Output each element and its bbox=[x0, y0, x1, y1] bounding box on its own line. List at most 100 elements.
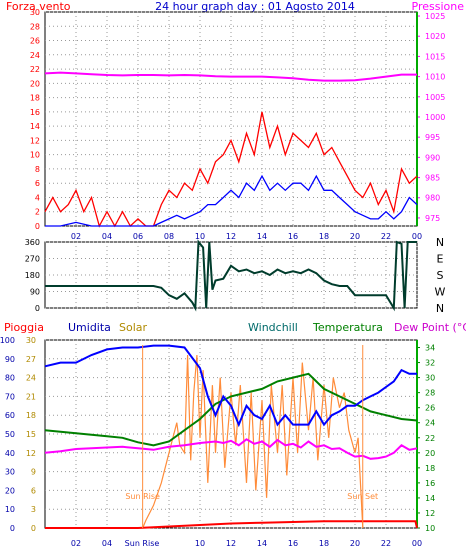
solar-tick: 27 bbox=[26, 355, 36, 364]
chart1-right-tick: 975 bbox=[425, 214, 440, 223]
temp-tick: 20 bbox=[425, 449, 435, 458]
chart1-left-tick: 12 bbox=[30, 136, 40, 145]
solar-tick: 21 bbox=[26, 392, 36, 401]
chart1-right-tick: 985 bbox=[425, 174, 440, 183]
humidity-tick: 40 bbox=[5, 449, 15, 458]
chart2-compass-tick: S bbox=[437, 269, 444, 282]
chart1-right-tick: 1025 bbox=[425, 12, 445, 21]
chart3-x-tick: 00 bbox=[412, 539, 422, 548]
chart2-left-tick: 180 bbox=[25, 271, 40, 280]
temp-tick: 28 bbox=[425, 389, 435, 398]
chart1-x-tick: 06 bbox=[133, 232, 143, 241]
chart1-x-tick: 02 bbox=[71, 232, 81, 241]
temp-tick: 22 bbox=[425, 434, 435, 443]
chart1-x-tick: 10 bbox=[195, 232, 205, 241]
humidity-tick: 100 bbox=[0, 336, 15, 345]
legend-item: Umidita bbox=[68, 321, 111, 334]
chart1-left-tick: 14 bbox=[30, 122, 40, 131]
chart3-x-tick: 04 bbox=[102, 539, 112, 548]
chart3-x-tick: 16 bbox=[288, 539, 298, 548]
legend-item: Temperatura bbox=[312, 321, 383, 334]
chart1-right-tick: 1000 bbox=[425, 113, 445, 122]
chart2-compass-tick: W bbox=[435, 286, 446, 299]
temp-tick: 18 bbox=[425, 464, 435, 473]
chart3-x-tick: 20 bbox=[350, 539, 360, 548]
chart1-x-tick: 00 bbox=[412, 232, 422, 241]
series-temperatura bbox=[44, 372, 418, 447]
temp-tick: 34 bbox=[425, 344, 435, 353]
chart3-annotations: Sun Rise Sun Set bbox=[125, 345, 378, 528]
humidity-tick: 70 bbox=[5, 392, 15, 401]
chart1-x-tick: 14 bbox=[257, 232, 267, 241]
chart1-left-tick: 4 bbox=[35, 193, 40, 202]
humidity-tick: 90 bbox=[5, 355, 15, 364]
series-raffica bbox=[44, 111, 418, 228]
legend-item: Windchill bbox=[248, 321, 298, 334]
chart1-right-label: Pressione bbox=[412, 0, 465, 13]
humidity-tick: 60 bbox=[5, 411, 15, 420]
solar-tick: 12 bbox=[26, 449, 36, 458]
series-umidita bbox=[44, 344, 417, 428]
chart1-x-tick: 18 bbox=[319, 232, 329, 241]
solar-tick: 6 bbox=[31, 486, 36, 495]
chart1-right-tick: 1020 bbox=[425, 32, 445, 41]
solar-tick: 9 bbox=[31, 468, 36, 477]
chart1-left-tick: 10 bbox=[30, 151, 40, 160]
chart1-x-tick: 04 bbox=[102, 232, 112, 241]
chart1-title: 24 hour graph day : 01 Agosto 2014 bbox=[155, 0, 355, 13]
chart3-x-tick: 10 bbox=[195, 539, 205, 548]
series-pioggia bbox=[45, 520, 418, 529]
chart2-series bbox=[45, 239, 417, 312]
chart1-x-tick: 20 bbox=[350, 232, 360, 241]
chart2-left-ticks: 0 90 180 270 360 bbox=[25, 238, 40, 313]
legend-item: Pioggia bbox=[4, 321, 44, 334]
humidity-tick: 20 bbox=[5, 486, 15, 495]
temp-tick: 24 bbox=[425, 419, 435, 428]
chart3-x-tick: 12 bbox=[226, 539, 236, 548]
chart2-compass-tick: E bbox=[437, 253, 444, 266]
chart1-left-tick: 6 bbox=[35, 179, 40, 188]
series-wind-direction bbox=[45, 239, 417, 312]
temp-tick: 16 bbox=[425, 479, 435, 488]
chart1-x-tick: 12 bbox=[226, 232, 236, 241]
chart1-series bbox=[44, 71, 418, 228]
temp-tick: 26 bbox=[425, 404, 435, 413]
chart2-grid bbox=[45, 241, 418, 309]
chart2-compass-tick: N bbox=[436, 302, 444, 315]
chart1-right-tick: 980 bbox=[425, 194, 440, 203]
series-solar bbox=[142, 354, 364, 529]
chart1-left-tick: 2 bbox=[35, 208, 40, 217]
solar-tick: 30 bbox=[26, 336, 36, 345]
humidity-tick: 0 bbox=[10, 524, 15, 533]
solar-tick: 18 bbox=[26, 411, 36, 420]
temp-tick: 14 bbox=[425, 494, 435, 503]
chart3-x-tick: 22 bbox=[381, 539, 391, 548]
sun-marker-label: Sun Rise bbox=[125, 492, 160, 501]
humidity-tick: 50 bbox=[5, 430, 15, 439]
chart3-x-tick: 14 bbox=[257, 539, 267, 548]
chart2-left-tick: 270 bbox=[25, 255, 40, 264]
chart3-series bbox=[44, 344, 418, 529]
chart1-x-tick: 16 bbox=[288, 232, 298, 241]
chart3-x-tick: Sun Rise bbox=[125, 539, 160, 548]
solar-tick: 0 bbox=[31, 524, 36, 533]
series-dew-point-c- bbox=[44, 438, 418, 460]
chart1-left-tick: 28 bbox=[30, 22, 40, 31]
legend-item: Solar bbox=[119, 321, 148, 334]
chart2-left-tick: 360 bbox=[25, 238, 40, 247]
chart1-left-tick: 18 bbox=[30, 94, 40, 103]
chart1-right-tick: 995 bbox=[425, 133, 440, 142]
chart1-right-ticks: 975 980 985 990 995 1000 1005 1010 1015 1020 1025 bbox=[416, 12, 445, 226]
chart1-left-label: Forza vento bbox=[6, 0, 71, 13]
chart3-x-tick: 02 bbox=[71, 539, 81, 548]
chart1-right-tick: 1005 bbox=[425, 93, 445, 102]
chart1-grid bbox=[45, 11, 418, 227]
solar-tick: 15 bbox=[26, 430, 36, 439]
chart1-x-tick: 08 bbox=[164, 232, 174, 241]
chart1-left-tick: 8 bbox=[35, 165, 40, 174]
chart1-x-ticks: 02 04 06 08 10 12 14 16 18 20 22 00 bbox=[71, 232, 422, 241]
temp-tick: 32 bbox=[425, 359, 435, 368]
